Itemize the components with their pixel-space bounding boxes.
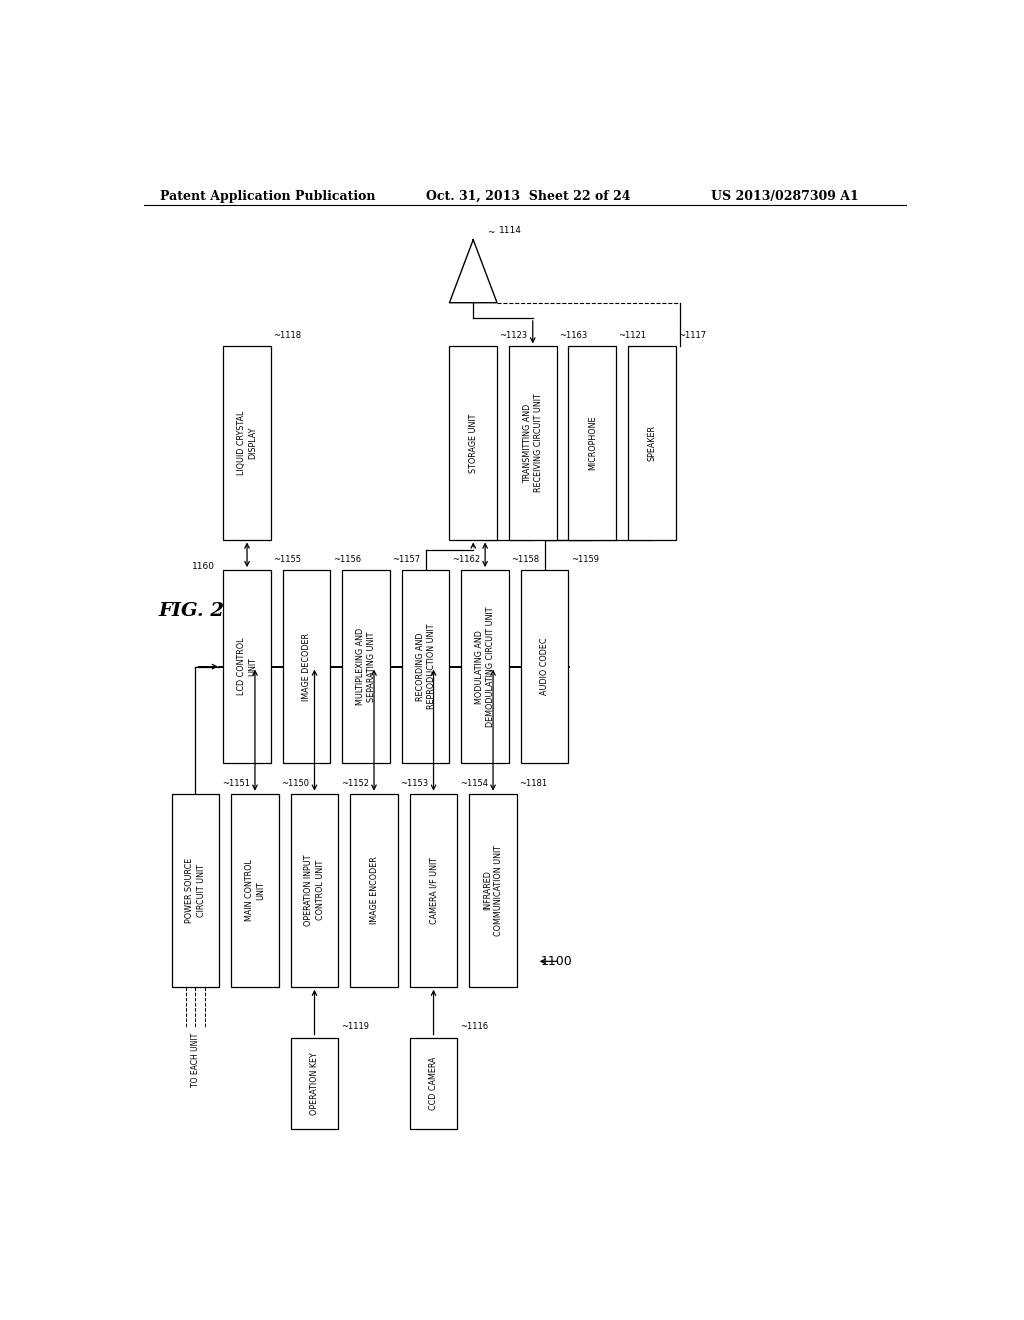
Text: ~1123: ~1123 xyxy=(500,331,527,341)
Bar xyxy=(231,793,279,987)
Text: Oct. 31, 2013  Sheet 22 of 24: Oct. 31, 2013 Sheet 22 of 24 xyxy=(426,190,630,203)
Text: ~1181: ~1181 xyxy=(519,779,548,788)
Text: 1100: 1100 xyxy=(541,954,572,968)
Text: Patent Application Publication: Patent Application Publication xyxy=(160,190,375,203)
Text: LCD CONTROL
UNIT: LCD CONTROL UNIT xyxy=(237,638,257,696)
Bar xyxy=(469,793,517,987)
Text: LIQUID CRYSTAL
DISPLAY: LIQUID CRYSTAL DISPLAY xyxy=(237,411,257,475)
Text: 1160: 1160 xyxy=(193,562,215,572)
Text: POWER SOURCE
CIRCUIT UNIT: POWER SOURCE CIRCUIT UNIT xyxy=(185,858,206,923)
Text: ~1163: ~1163 xyxy=(559,331,587,341)
Bar xyxy=(462,570,509,763)
Text: US 2013/0287309 A1: US 2013/0287309 A1 xyxy=(712,190,859,203)
Text: ~1156: ~1156 xyxy=(333,554,360,564)
Text: ~1121: ~1121 xyxy=(618,331,646,341)
Text: CAMERA I/F UNIT: CAMERA I/F UNIT xyxy=(429,857,438,924)
Text: CCD CAMERA: CCD CAMERA xyxy=(429,1056,438,1110)
Text: INFRARED
COMMUNICATION UNIT: INFRARED COMMUNICATION UNIT xyxy=(483,845,503,936)
Text: ~1116: ~1116 xyxy=(460,1023,487,1031)
Text: ~1151: ~1151 xyxy=(221,779,250,788)
Text: ~1154: ~1154 xyxy=(460,779,487,788)
Text: OPERATION INPUT
CONTROL UNIT: OPERATION INPUT CONTROL UNIT xyxy=(304,854,325,925)
Bar xyxy=(509,346,557,540)
Text: MULTIPLEXING AND
SEPARATING UNIT: MULTIPLEXING AND SEPARATING UNIT xyxy=(356,628,376,705)
Bar xyxy=(401,570,450,763)
Text: 1114: 1114 xyxy=(499,226,521,235)
Bar xyxy=(223,346,270,540)
Text: IMAGE ENCODER: IMAGE ENCODER xyxy=(370,857,379,924)
Text: MICROPHONE: MICROPHONE xyxy=(588,416,597,470)
Text: ~1158: ~1158 xyxy=(511,554,540,564)
Bar xyxy=(410,1038,458,1129)
Text: OPERATION KEY: OPERATION KEY xyxy=(310,1052,319,1114)
Text: SPEAKER: SPEAKER xyxy=(647,425,656,461)
Bar xyxy=(172,793,219,987)
Bar xyxy=(568,346,616,540)
Text: MODULATING AND
DEMODULATING CIRCUIT UNIT: MODULATING AND DEMODULATING CIRCUIT UNIT xyxy=(475,606,496,727)
Text: ~1119: ~1119 xyxy=(341,1023,369,1031)
Text: RECORDING AND
REPRODUCTION UNIT: RECORDING AND REPRODUCTION UNIT xyxy=(416,624,435,709)
Bar xyxy=(521,570,568,763)
Text: ~1153: ~1153 xyxy=(400,779,428,788)
Bar xyxy=(342,570,390,763)
Bar xyxy=(350,793,397,987)
Text: ~1117: ~1117 xyxy=(678,331,707,341)
Bar xyxy=(628,346,676,540)
Text: ~1155: ~1155 xyxy=(273,554,301,564)
Text: ~1159: ~1159 xyxy=(570,554,599,564)
Text: FIG. 23: FIG. 23 xyxy=(158,602,238,619)
Text: ~1162: ~1162 xyxy=(452,554,480,564)
Bar xyxy=(291,793,338,987)
Text: STORAGE UNIT: STORAGE UNIT xyxy=(469,413,478,473)
Text: AUDIO CODEC: AUDIO CODEC xyxy=(540,638,549,696)
Bar xyxy=(283,570,331,763)
Text: ~1152: ~1152 xyxy=(341,779,369,788)
Text: MAIN CONTROL
UNIT: MAIN CONTROL UNIT xyxy=(245,859,265,921)
Text: ~1157: ~1157 xyxy=(392,554,421,564)
Bar xyxy=(410,793,458,987)
Text: TRANSMITTING AND
RECEIVING CIRCUIT UNIT: TRANSMITTING AND RECEIVING CIRCUIT UNIT xyxy=(522,393,543,492)
Text: TO EACH UNIT: TO EACH UNIT xyxy=(190,1032,200,1086)
Bar xyxy=(450,346,497,540)
Text: ~1150: ~1150 xyxy=(282,779,309,788)
Bar xyxy=(291,1038,338,1129)
Text: IMAGE DECODER: IMAGE DECODER xyxy=(302,632,311,701)
Text: ~: ~ xyxy=(487,227,495,236)
Text: ~1118: ~1118 xyxy=(273,331,301,341)
Bar xyxy=(223,570,270,763)
